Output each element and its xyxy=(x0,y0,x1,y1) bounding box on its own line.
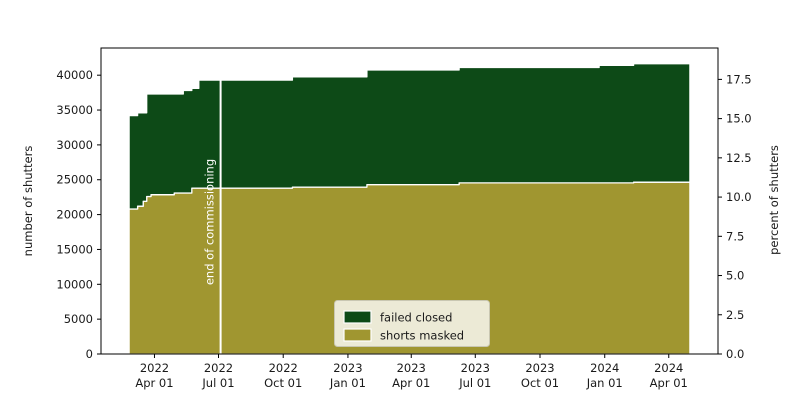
left-axis-title: number of shutters xyxy=(21,146,35,257)
legend-swatch-shorts-masked xyxy=(343,328,372,342)
svg-text:2022: 2022 xyxy=(140,361,169,375)
svg-text:15.0: 15.0 xyxy=(726,112,752,126)
svg-text:25000: 25000 xyxy=(56,173,93,187)
svg-text:7.5: 7.5 xyxy=(726,229,744,243)
svg-text:Jul 01: Jul 01 xyxy=(458,376,491,390)
svg-text:Apr 01: Apr 01 xyxy=(650,376,688,390)
end-of-commissioning-label: end of commissioning xyxy=(203,159,217,285)
svg-text:2022: 2022 xyxy=(204,361,233,375)
svg-text:5000: 5000 xyxy=(64,312,93,326)
svg-text:2023: 2023 xyxy=(397,361,426,375)
svg-text:2024: 2024 xyxy=(590,361,619,375)
svg-text:2.5: 2.5 xyxy=(726,308,744,322)
svg-text:5.0: 5.0 xyxy=(726,269,744,283)
legend-label-failed-closed: failed closed xyxy=(380,311,452,325)
legend-box xyxy=(334,300,490,347)
legend-label-shorts-masked: shorts masked xyxy=(380,329,464,343)
svg-text:2023: 2023 xyxy=(461,361,490,375)
svg-text:12.5: 12.5 xyxy=(726,151,752,165)
svg-text:Jan 01: Jan 01 xyxy=(329,376,366,390)
svg-text:2024: 2024 xyxy=(654,361,683,375)
svg-text:Jul 01: Jul 01 xyxy=(201,376,234,390)
svg-text:40000: 40000 xyxy=(56,68,93,82)
right-axis-title: percent of shutters xyxy=(767,145,781,255)
svg-text:Jan 01: Jan 01 xyxy=(586,376,623,390)
svg-text:0.0: 0.0 xyxy=(726,347,744,361)
svg-text:2022: 2022 xyxy=(269,361,298,375)
svg-text:10000: 10000 xyxy=(56,277,93,291)
axes-group: 0 5000 10000 15000 20000 25000 30000 35000 40000… xyxy=(56,47,752,390)
svg-text:35000: 35000 xyxy=(56,103,93,117)
area-series-group xyxy=(128,63,691,355)
svg-text:Oct 01: Oct 01 xyxy=(264,376,302,390)
legend: failed closed shorts masked xyxy=(334,300,490,347)
svg-text:Oct 01: Oct 01 xyxy=(521,376,559,390)
svg-text:30000: 30000 xyxy=(56,138,93,152)
legend-swatch-failed-closed xyxy=(343,310,372,324)
svg-text:Apr 01: Apr 01 xyxy=(135,376,173,390)
svg-text:2023: 2023 xyxy=(525,361,554,375)
svg-text:Apr 01: Apr 01 xyxy=(392,376,430,390)
svg-text:2023: 2023 xyxy=(333,361,362,375)
svg-text:20000: 20000 xyxy=(56,208,93,222)
svg-text:0: 0 xyxy=(86,347,93,361)
svg-text:17.5: 17.5 xyxy=(726,72,752,86)
svg-text:10.0: 10.0 xyxy=(726,190,752,204)
svg-text:15000: 15000 xyxy=(56,242,93,256)
